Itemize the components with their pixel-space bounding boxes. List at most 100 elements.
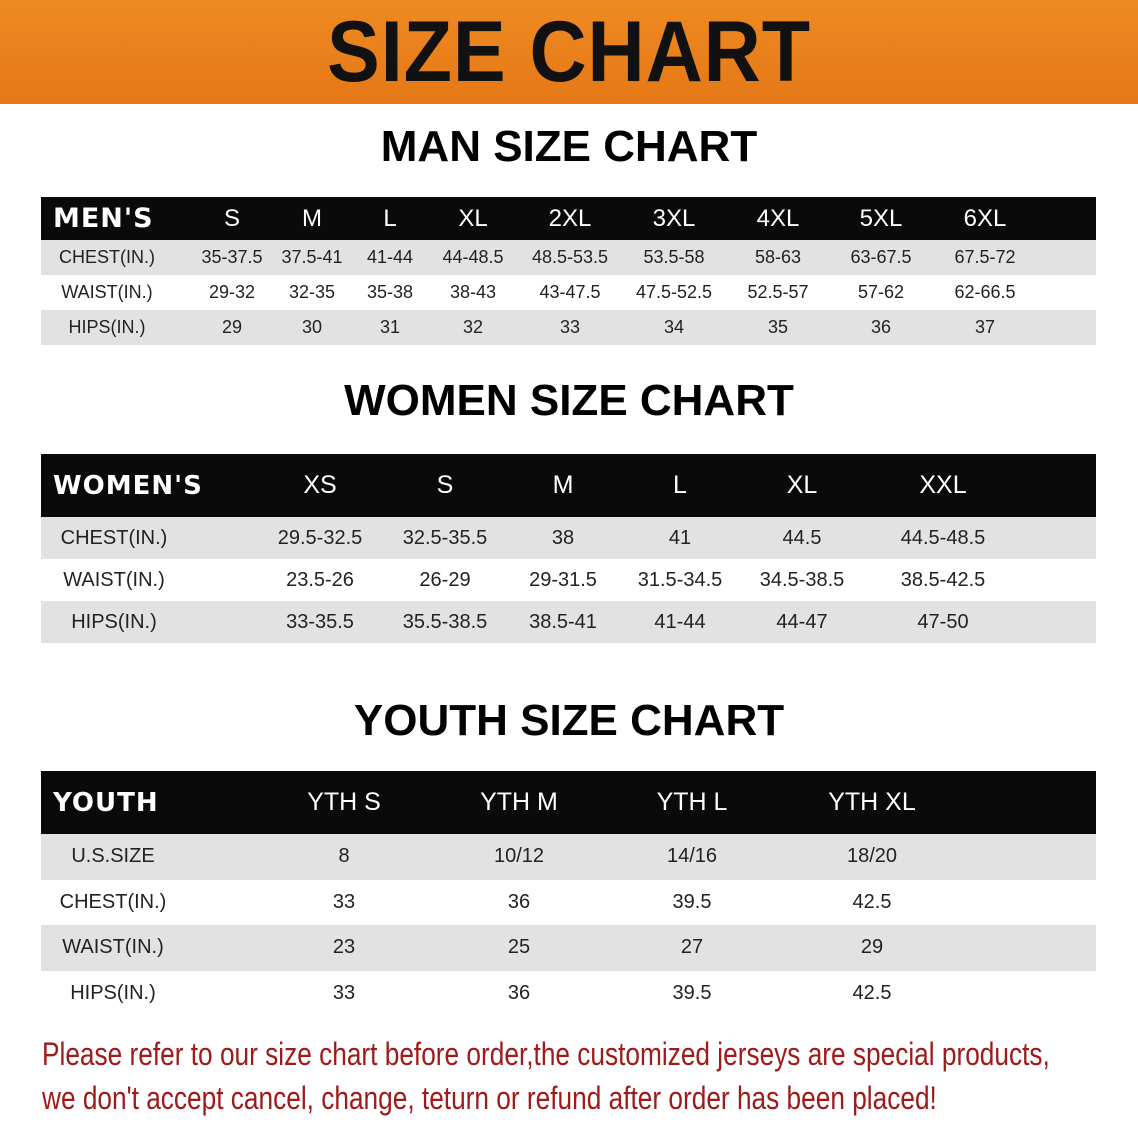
header-size: 6XL [963,204,1007,232]
table-cell: 48.5-53.5 [531,247,609,267]
header-size: S [223,204,241,232]
header-size: YTH XL [828,788,916,816]
table-cell: 33 [332,981,356,1004]
header-size: M [302,204,322,232]
table-header-row: YOUTH YTH S YTH M YTH L YTH XL [41,771,1096,834]
header-size: 3XL [652,204,696,232]
table-cell: 34 [663,317,685,337]
banner-title: SIZE CHART [327,4,811,100]
table-cell: 25 [507,936,531,959]
table-cell: 36 [507,890,531,913]
table-cell: 58-63 [754,247,802,267]
men-section-title: MAN SIZE CHART [380,122,758,171]
table-cell: 37 [974,317,996,337]
header-size: M [552,471,574,499]
table-cell: 36 [870,317,892,337]
table-cell: 35-38 [366,282,414,302]
header-size: XL [786,471,818,499]
table-row: HIPS(IN.) 33 36 39.5 42.5 [41,971,1096,1017]
row-label: WAIST(IN.) [62,936,164,959]
table-cell: 29 [860,936,884,959]
table-cell: 18/20 [846,845,898,868]
banner: SIZE CHART [0,0,1138,104]
table-cell: 67.5-72 [954,247,1016,267]
table-cell: 62-66.5 [954,282,1016,302]
footer-notice-line-2: we don't accept cancel, change, teturn o… [42,1080,937,1116]
table-cell: 44-47 [776,610,828,633]
table-cell: 42.5 [852,890,892,913]
table-row: WAIST(IN.) 29-32 32-35 35-38 38-43 43-47.5 47.… [41,275,1096,310]
table-row: WAIST(IN.) 23.5-26 26-29 29-31.5 31.5-34.5 34… [41,559,1096,601]
table-cell: 29-32 [208,282,256,302]
table-cell: 42.5 [852,981,892,1004]
table-cell: 33 [559,317,581,337]
table-cell: 38-43 [449,282,497,302]
table-cell: 30 [301,317,323,337]
header-size: S [436,471,454,499]
table-cell: 26-29 [419,568,471,591]
row-label: CHEST(IN.) [59,890,167,913]
table-cell: 52.5-57 [747,282,809,302]
header-size: L [383,204,397,232]
header-size: YTH M [480,788,558,816]
table-header-row: WOMEN'S XS S M L XL XXL [41,454,1096,517]
header-label: WOMEN'S [53,470,203,501]
table-cell: 38 [551,526,575,549]
table-cell: 32-35 [288,282,336,302]
table-cell: 44.5-48.5 [900,526,986,549]
header-size: 5XL [859,204,903,232]
table-row: WAIST(IN.) 23 25 27 29 [41,925,1096,971]
table-cell: 35.5-38.5 [402,610,488,633]
row-label: HIPS(IN.) [70,981,156,1004]
table-cell: 32.5-35.5 [402,526,488,549]
table-header-row: MEN'S S M L XL 2XL 3XL 4XL 5XL 6XL [41,197,1096,240]
header-size: YTH L [656,788,728,816]
table-cell: 44-48.5 [442,247,504,267]
footer-notice-line-1: Please refer to our size chart before or… [42,1036,1050,1072]
table-cell: 35-37.5 [201,247,263,267]
women-size-table: WOMEN'S XS S M L XL XXL CHEST(IN.) 29.5-32.5 32.5… [41,454,1096,643]
table-row: CHEST(IN.) 35-37.5 37.5-41 41-44 44-48.5 48.5… [41,240,1096,275]
row-label: CHEST(IN.) [59,247,155,267]
table-cell: 44.5 [782,526,822,549]
table-cell: 14/16 [666,845,718,868]
header-size: XXL [919,471,967,499]
table-row: U.S.SIZE 8 10/12 14/16 18/20 [41,834,1096,880]
table-cell: 8 [338,845,350,868]
table-cell: 23.5-26 [286,568,354,591]
row-label: WAIST(IN.) [63,568,165,591]
header-size: L [673,471,687,499]
table-cell: 35 [767,317,789,337]
women-section-title: WOMEN SIZE CHART [344,376,794,425]
table-cell: 23 [332,936,356,959]
table-cell: 47.5-52.5 [635,282,713,302]
table-cell: 34.5-38.5 [759,568,845,591]
table-row: HIPS(IN.) 33-35.5 35.5-38.5 38.5-41 41-44 44-… [41,601,1096,643]
table-cell: 39.5 [672,890,712,913]
table-cell: 41-44 [366,247,414,267]
row-label: HIPS(IN.) [71,610,157,633]
table-cell: 38.5-42.5 [900,568,986,591]
table-cell: 29-31.5 [529,568,597,591]
table-cell: 27 [680,936,704,959]
table-cell: 38.5-41 [529,610,597,633]
table-cell: 33-35.5 [286,610,354,633]
header-size: YTH S [307,788,381,816]
header-size: 4XL [756,204,800,232]
header-size: XL [458,204,488,232]
table-cell: 47-50 [917,610,969,633]
table-cell: 53.5-58 [643,247,705,267]
row-label: HIPS(IN.) [68,317,146,337]
table-row: CHEST(IN.) 29.5-32.5 32.5-35.5 38 41 44.5 44.5… [41,517,1096,559]
table-cell: 29 [221,317,243,337]
table-row: HIPS(IN.) 29 30 31 32 33 34 35 36 37 [41,310,1096,345]
row-label: WAIST(IN.) [61,282,153,302]
table-cell: 36 [507,981,531,1004]
header-label: YOUTH [53,787,159,818]
header-label: MEN'S [53,203,154,234]
table-cell: 37.5-41 [281,247,343,267]
table-cell: 32 [462,317,484,337]
table-cell: 39.5 [672,981,712,1004]
row-label: U.S.SIZE [71,845,155,868]
row-label: CHEST(IN.) [60,526,168,549]
